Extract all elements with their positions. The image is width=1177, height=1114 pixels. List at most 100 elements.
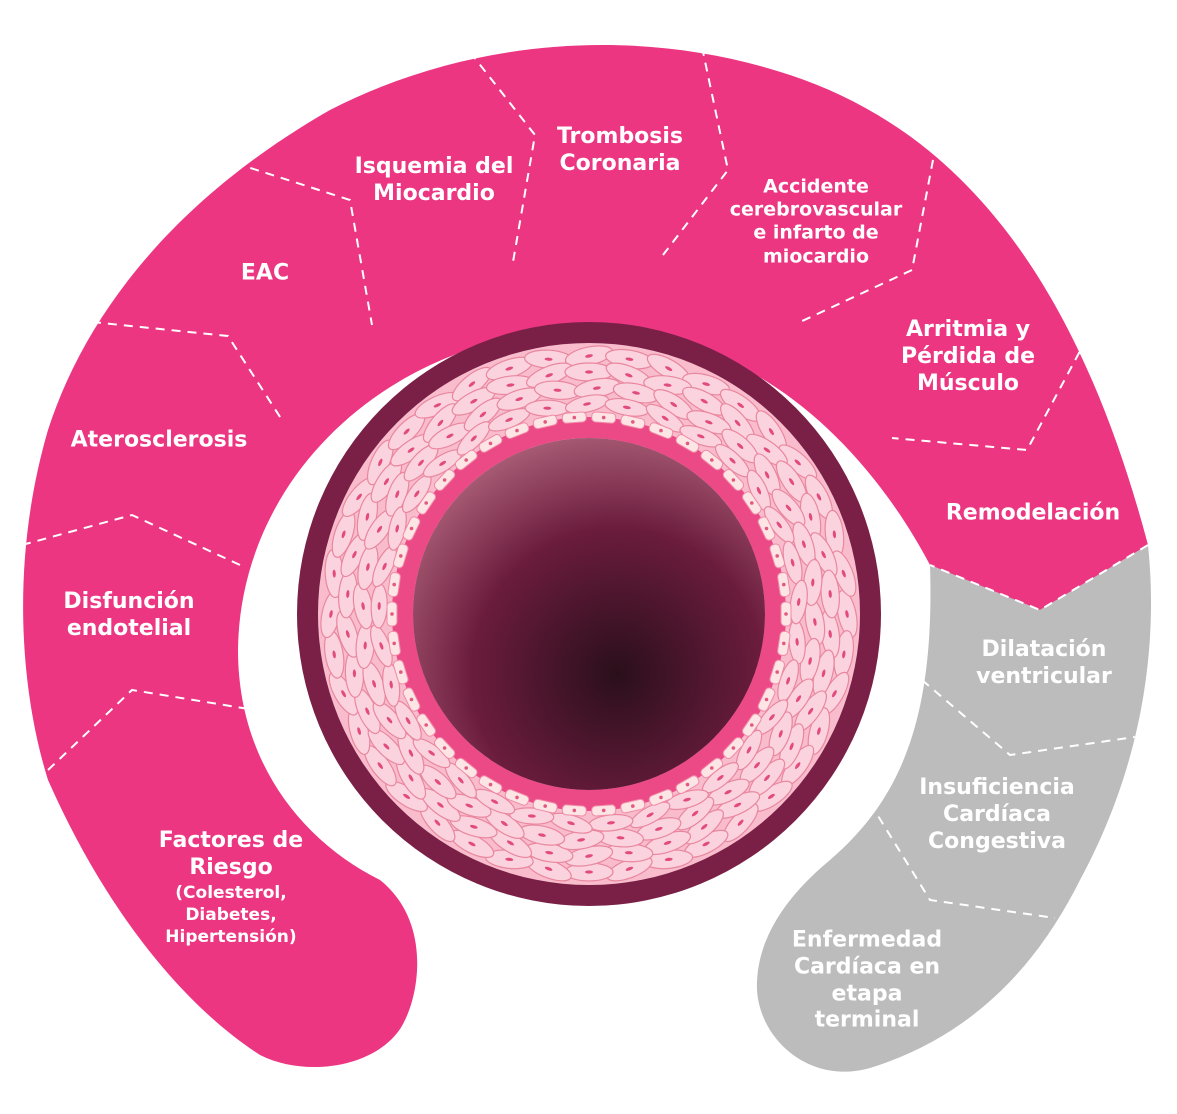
stage-label-line: endotelial	[66, 616, 192, 641]
cell-nucleus	[654, 826, 663, 831]
cell-nucleus	[341, 530, 346, 539]
cell-nucleus	[577, 838, 586, 842]
cell-nucleus	[811, 578, 815, 587]
cell-nucleus	[832, 530, 837, 539]
endothelial-nucleus	[572, 415, 577, 420]
cell-nucleus	[828, 590, 832, 598]
endothelial-nucleus	[764, 526, 769, 531]
stage-label-line: miocardio	[763, 245, 869, 268]
endothelial-nucleus	[515, 795, 519, 800]
cell-nucleus	[737, 402, 744, 408]
cell-nucleus	[361, 602, 365, 611]
cell-nucleus	[625, 373, 633, 378]
stage-label-line: Arritmia y	[905, 316, 1031, 342]
cell-nucleus	[625, 866, 634, 871]
stage-label-line: Miocardio	[373, 181, 495, 206]
cell-nucleus	[828, 630, 832, 638]
cell-nucleus	[446, 433, 454, 439]
cell-nucleus	[622, 405, 631, 410]
stage-label-line: Congestiva	[928, 828, 1066, 854]
cell-nucleus	[841, 569, 846, 578]
stage-label-line: Dilatación	[981, 637, 1107, 663]
smooth-muscle-cells	[320, 345, 858, 882]
cell-nucleus	[717, 775, 724, 781]
cell-nucleus	[346, 590, 350, 598]
segment-separators	[21, 46, 1149, 919]
stage-label-line: Trombosis	[556, 124, 684, 150]
cell-nucleus	[329, 610, 333, 618]
cell-nucleus	[505, 857, 514, 862]
cell-nucleus	[386, 716, 393, 724]
cell-nucleus	[418, 459, 424, 466]
cell-nucleus	[457, 777, 464, 784]
endothelial-nucleus	[464, 766, 469, 770]
endothelial-nucleus	[750, 501, 754, 505]
cell-nucleus	[357, 727, 361, 735]
cell-nucleus	[665, 366, 673, 372]
endothelial-nucleus	[464, 458, 469, 462]
stage-label-line: Accidente	[763, 175, 869, 198]
endothelial-nucleus	[659, 428, 663, 433]
cell-nucleus	[625, 357, 634, 361]
endothelial-nucleus	[515, 428, 519, 433]
endothelial-nucleus	[442, 478, 447, 482]
cell-nucleus	[345, 630, 350, 638]
cell-nucleus	[383, 478, 389, 486]
cell-nucleus	[785, 504, 792, 512]
cell-nucleus	[408, 749, 414, 757]
cell-nucleus	[365, 707, 370, 715]
endothelial-nucleus	[750, 723, 754, 727]
cell-nucleus	[808, 657, 812, 665]
cell-nucleus	[661, 415, 669, 421]
cell-nucleus	[632, 391, 640, 395]
cell-nucleus	[768, 714, 775, 721]
cell-nucleus	[821, 669, 826, 678]
stage-label-subline: Hipertensión)	[165, 926, 297, 947]
cell-nucleus	[500, 820, 508, 827]
endothelial-nucleus	[631, 804, 635, 808]
cell-nucleus	[705, 420, 713, 425]
cell-nucleus	[670, 401, 678, 408]
gray-disease-arc	[756, 545, 1152, 1072]
endothelial-nucleus	[775, 670, 779, 674]
endothelial-nucleus	[424, 501, 429, 505]
endothelial-nucleus	[710, 458, 714, 462]
cell-nucleus	[403, 428, 410, 435]
cell-nucleus	[764, 774, 770, 782]
endothelial-nucleus	[399, 554, 403, 558]
cell-nucleus	[553, 388, 562, 392]
endothelial-nucleus	[784, 612, 788, 616]
cell-nucleus	[377, 762, 383, 769]
stage-label-line: Enfermedad	[791, 927, 943, 953]
cell-nucleus	[616, 836, 625, 840]
endothelial-nucleus	[764, 697, 769, 702]
stage-label-aterosclerosis: Aterosclerosis	[71, 428, 248, 455]
stage-label-line: Riesgo	[189, 854, 273, 880]
cell-nucleus	[479, 411, 487, 418]
artery-lumen	[413, 438, 765, 790]
cell-nucleus	[624, 851, 633, 855]
cell-nucleus	[663, 383, 672, 387]
cell-nucleus	[754, 762, 760, 769]
cell-nucleus	[505, 417, 513, 422]
endothelial-nucleus	[731, 746, 736, 750]
stage-label-line: Aterosclerosis	[70, 427, 248, 453]
cell-nucleus	[379, 642, 384, 650]
cell-nucleus	[801, 540, 806, 549]
cell-nucleus	[366, 563, 370, 571]
cell-nucleus	[383, 743, 390, 750]
cell-nucleus	[395, 524, 399, 533]
cell-nucleus	[545, 373, 553, 378]
cell-nucleus	[700, 398, 708, 404]
cell-nucleus	[439, 460, 447, 466]
cell-nucleus	[664, 857, 673, 862]
intima-ring	[392, 417, 786, 811]
cell-nucleus	[567, 821, 575, 826]
cell-nucleus	[778, 730, 783, 738]
cell-nucleus	[376, 525, 383, 533]
endothelial-nucleus	[685, 441, 690, 446]
stage-label-line: Coronaria	[559, 151, 681, 176]
cell-nucleus	[382, 562, 387, 571]
cell-nucleus	[776, 521, 782, 529]
